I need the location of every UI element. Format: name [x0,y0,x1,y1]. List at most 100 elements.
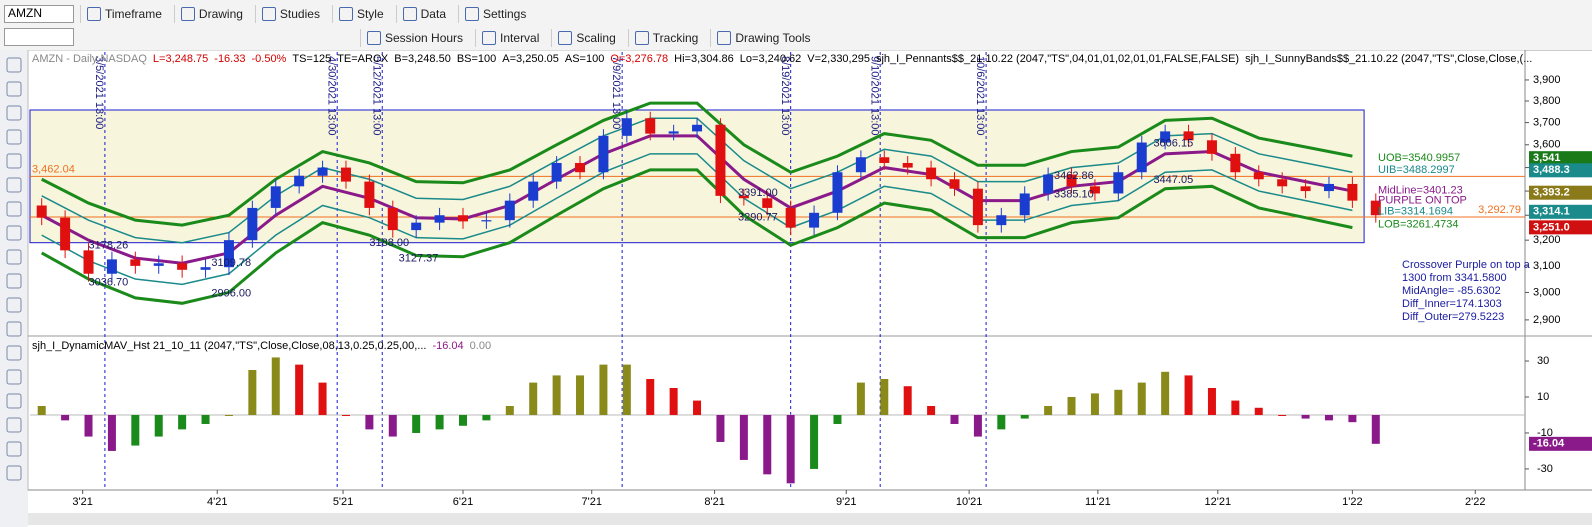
candle-body [879,157,890,163]
icon [402,7,417,21]
band-label: LIB=3314.1694 [1378,206,1453,218]
hist-bar [248,370,257,415]
toolbar-button[interactable]: Tracking [627,29,705,47]
hist-bar [1371,414,1380,444]
price-annotation: 3290.77 [738,211,778,223]
band-label: UOB=3540.9957 [1378,152,1460,164]
band-label: MidLine=3401.23 [1378,185,1463,197]
candle-body [1253,172,1264,180]
input-box[interactable] [4,28,74,46]
price-badge [1529,151,1592,166]
header-item: AS=100 [565,53,604,65]
toolbar-button[interactable]: Drawing [173,5,249,23]
header-item: sjh_I_Pennants$$_21.10.22 (2047,"TS",04,… [876,53,1239,65]
candle-body [153,263,164,266]
hist-bar [1254,407,1263,415]
marker-label: 5/12/2021 13:00 [370,56,382,136]
hist-bar [927,405,936,415]
toolbar-button[interactable]: Studies [254,5,326,23]
price-badge-label: 3,541 [1533,152,1561,164]
icon [87,7,101,21]
hist-bar [1231,400,1240,415]
tool-icon [6,273,22,289]
hist-bar [903,386,912,415]
y-tick-label: 3,700 [1533,116,1561,128]
toolbar-button[interactable]: Interval [475,29,545,47]
tool-icon [6,321,22,337]
candle-body [809,212,820,228]
toolbar-button[interactable]: Data [395,5,452,23]
price-annotation: 3391.00 [738,187,778,199]
header-item: Lo=3,240.62 [740,53,801,65]
x-tick-label: 5'21 [333,496,353,508]
candle-body [504,200,515,221]
candle-body [36,205,47,218]
hist-bar [131,414,140,446]
hist-bar [1161,371,1170,415]
candle-body [551,162,562,182]
hist-bar [458,414,467,426]
note: Crossover Purple on top a [1402,259,1531,271]
candle-body [1206,140,1217,154]
header-item: Hi=3,304.86 [674,53,734,65]
candle-body [668,131,679,134]
candle-body [528,181,539,201]
hist-bar [1278,414,1287,416]
tool-icon [6,129,22,145]
y-tick-label: 3,200 [1533,234,1561,246]
symbol-box[interactable]: AMZN [4,5,74,23]
hist-bar [1020,414,1029,419]
candle-body [60,217,71,251]
candle-body [1089,186,1100,194]
toolbar-button[interactable]: Session Hours [360,29,469,47]
hist-bar [224,414,233,416]
candle-body [1113,172,1124,194]
h-line-label: 3,292.79 [1478,204,1521,216]
tool-icon [6,417,22,433]
y-tick-label: -10 [1537,427,1553,439]
price-annotation: 3109.78 [211,257,251,269]
scrollbar[interactable] [28,513,1592,525]
candle-body [1230,153,1241,173]
tool-icon [6,249,22,265]
x-tick-label: 7'21 [581,496,601,508]
price-badge [1529,185,1592,200]
toolbar-button[interactable]: Scaling [551,29,621,47]
toolbar-button[interactable]: Settings [458,5,532,23]
hist-bar [365,414,374,430]
band-line [41,101,1353,227]
marker-label: 9/10/2021 13:00 [868,56,880,136]
price-annotation: 3036.70 [89,276,129,288]
candle-body [270,186,281,208]
tool-icon [6,225,22,241]
header: AMZN - Daily NASDAQ L=3,248.75 -16.33 -0.50… [32,53,1532,65]
icon [180,7,195,21]
marker-label: 7/9/2021 13:00 [610,56,622,129]
button-label: Session Hours [385,31,464,45]
band-line [40,168,1353,305]
candle-body [832,172,843,213]
y-tick-label: 10 [1537,391,1549,403]
candle-body [785,207,796,228]
candle-body [481,220,492,222]
toolbar-row: AMZN Timeframe Drawing Studies Style Data Set… [0,2,532,26]
candle-body [106,259,117,274]
hist-bar [880,379,889,415]
hist-bar [435,414,444,430]
x-tick-label: 8'21 [704,496,724,508]
icon [558,31,573,45]
toolbar-button[interactable]: Timeframe [80,5,168,23]
toolbar-button[interactable]: Drawing Tools [710,29,816,47]
candle-body [598,135,609,173]
toolbar-button[interactable]: Style [331,5,390,23]
hist-bar [107,414,116,451]
tool-icon [6,105,22,121]
header-item: B=3,248.50 [394,53,451,65]
hist-bar [669,388,678,415]
x-tick-label: 9'21 [836,496,856,508]
hist-bar [833,414,842,424]
header-item: A=3,250.05 [502,53,559,65]
tool-icon [6,177,22,193]
button-label: Studies [279,7,320,21]
